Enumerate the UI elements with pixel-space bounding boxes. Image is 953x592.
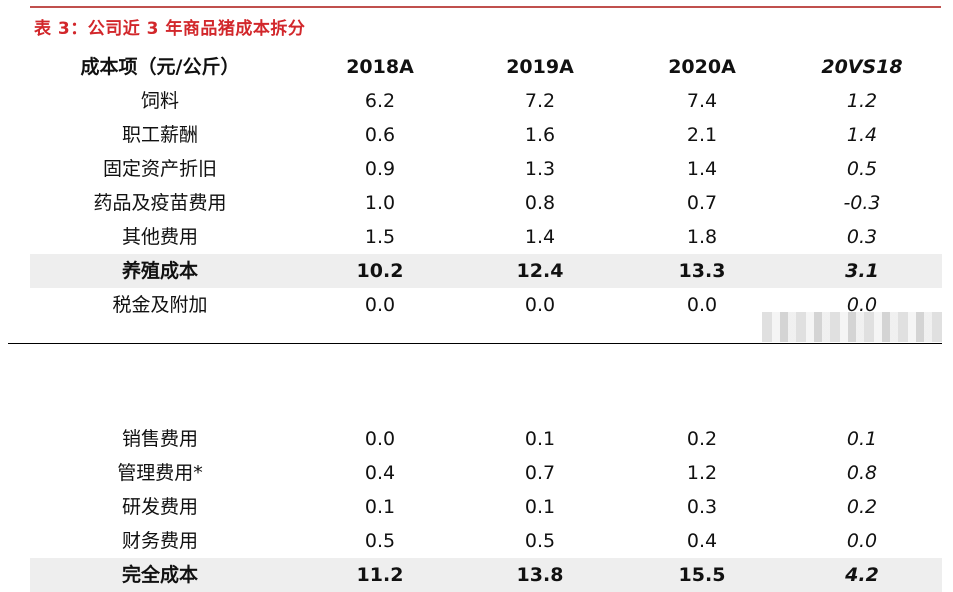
cell-change: 0.0 bbox=[846, 530, 878, 552]
cell-2018: 0.4 bbox=[364, 462, 396, 484]
cell-change: -0.3 bbox=[843, 192, 881, 214]
cell-2019: 1.3 bbox=[524, 158, 556, 180]
cell-2020: 0.4 bbox=[686, 530, 718, 552]
cell-change: 0.3 bbox=[846, 226, 878, 248]
cell-2018: 11.2 bbox=[356, 564, 404, 586]
cell-2018: 1.5 bbox=[364, 226, 396, 248]
cell-2020: 0.3 bbox=[686, 496, 718, 518]
cell-2020: 0.7 bbox=[686, 192, 718, 214]
cell-change: 0.2 bbox=[846, 496, 878, 518]
row-label: 养殖成本 bbox=[121, 260, 198, 282]
table-row: 财务费用 0.5 0.5 0.4 0.0 bbox=[30, 524, 942, 558]
total-row: 完全成本 11.2 13.8 15.5 4.2 bbox=[30, 558, 942, 592]
row-label: 管理费用* bbox=[117, 462, 203, 484]
watermark-blur bbox=[762, 312, 942, 342]
row-label: 销售费用 bbox=[121, 428, 198, 450]
page-break-rule bbox=[8, 343, 942, 344]
cell-2018: 0.1 bbox=[364, 496, 396, 518]
header-2020a: 2020A bbox=[668, 56, 736, 78]
cell-change: 1.2 bbox=[846, 90, 878, 112]
cell-2019: 13.8 bbox=[516, 564, 564, 586]
cell-2018: 1.0 bbox=[364, 192, 396, 214]
cell-change: 0.8 bbox=[846, 462, 878, 484]
cell-2018: 0.9 bbox=[364, 158, 396, 180]
table-row: 管理费用* 0.4 0.7 1.2 0.8 bbox=[30, 456, 942, 490]
table-row: 研发费用 0.1 0.1 0.3 0.2 bbox=[30, 490, 942, 524]
cell-change: 1.4 bbox=[846, 124, 878, 146]
table-row: 药品及疫苗费用 1.0 0.8 0.7 -0.3 bbox=[30, 186, 942, 220]
cell-2020: 1.2 bbox=[686, 462, 718, 484]
header-2019a: 2019A bbox=[506, 56, 574, 78]
cell-2019: 0.1 bbox=[524, 428, 556, 450]
cell-2019: 1.4 bbox=[524, 226, 556, 248]
cell-2019: 0.5 bbox=[524, 530, 556, 552]
cell-2019: 0.0 bbox=[524, 294, 556, 316]
cell-2018: 0.6 bbox=[364, 124, 396, 146]
cell-2020: 15.5 bbox=[678, 564, 726, 586]
header-2018a: 2018A bbox=[346, 56, 414, 78]
row-label: 药品及疫苗费用 bbox=[93, 192, 227, 214]
cell-2020: 2.1 bbox=[686, 124, 718, 146]
cell-2020: 1.8 bbox=[686, 226, 718, 248]
table-row: 固定资产折旧 0.9 1.3 1.4 0.5 bbox=[30, 152, 942, 186]
cell-2020: 7.4 bbox=[686, 90, 718, 112]
table-row: 饲料 6.2 7.2 7.4 1.2 bbox=[30, 84, 942, 118]
row-label: 职工薪酬 bbox=[121, 124, 198, 146]
row-label: 研发费用 bbox=[121, 496, 198, 518]
header-change: 20VS18 bbox=[821, 56, 903, 78]
row-label: 税金及附加 bbox=[112, 294, 208, 316]
cell-2019: 12.4 bbox=[516, 260, 564, 282]
table-row: 职工薪酬 0.6 1.6 2.1 1.4 bbox=[30, 118, 942, 152]
header-item: 成本项（元/公斤） bbox=[80, 56, 240, 78]
cell-2019: 7.2 bbox=[524, 90, 556, 112]
cell-2019: 1.6 bbox=[524, 124, 556, 146]
table-title: 表 3：公司近 3 年商品猪成本拆分 bbox=[34, 19, 306, 39]
cell-2020: 0.0 bbox=[686, 294, 718, 316]
row-label: 完全成本 bbox=[121, 564, 198, 586]
cell-change: 0.5 bbox=[846, 158, 878, 180]
cell-change: 0.0 bbox=[846, 294, 878, 316]
subtotal-row: 养殖成本 10.2 12.4 13.3 3.1 bbox=[30, 254, 942, 288]
row-label: 财务费用 bbox=[121, 530, 198, 552]
cell-2018: 0.0 bbox=[364, 428, 396, 450]
cell-2018: 6.2 bbox=[364, 90, 396, 112]
cell-2019: 0.1 bbox=[524, 496, 556, 518]
cell-2018: 0.5 bbox=[364, 530, 396, 552]
table-row: 税金及附加 0.0 0.0 0.0 0.0 bbox=[30, 288, 942, 322]
cell-2020: 1.4 bbox=[686, 158, 718, 180]
cell-2020: 0.2 bbox=[686, 428, 718, 450]
cell-change: 4.2 bbox=[845, 564, 879, 586]
cell-change: 3.1 bbox=[845, 260, 879, 282]
table-row: 其他费用 1.5 1.4 1.8 0.3 bbox=[30, 220, 942, 254]
cell-2020: 13.3 bbox=[678, 260, 726, 282]
cell-2019: 0.7 bbox=[524, 462, 556, 484]
table-header-row: 成本项（元/公斤） 2018A 2019A 2020A 20VS18 bbox=[30, 50, 942, 84]
row-label: 饲料 bbox=[140, 90, 179, 112]
cell-2018: 0.0 bbox=[364, 294, 396, 316]
row-label: 固定资产折旧 bbox=[102, 158, 217, 180]
row-label: 其他费用 bbox=[121, 226, 198, 248]
table-row: 销售费用 0.0 0.1 0.2 0.1 bbox=[30, 422, 942, 456]
title-rule bbox=[30, 6, 941, 8]
cell-change: 0.1 bbox=[846, 428, 878, 450]
cell-2018: 10.2 bbox=[356, 260, 404, 282]
cell-2019: 0.8 bbox=[524, 192, 556, 214]
